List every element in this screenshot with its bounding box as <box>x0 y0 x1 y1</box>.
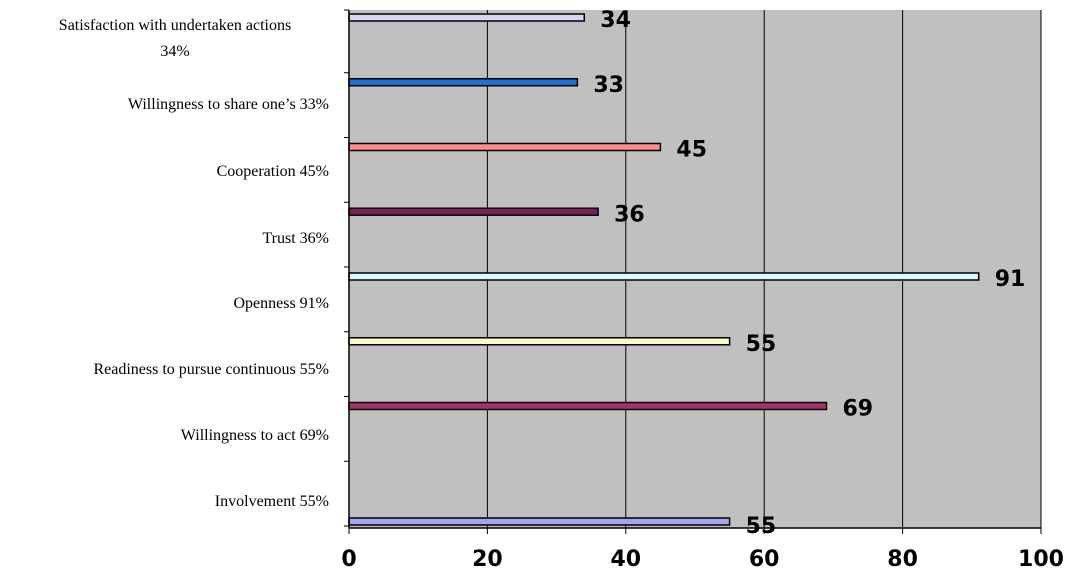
bar <box>348 401 828 411</box>
category-label: Satisfaction with undertaken actions 34% <box>59 17 291 60</box>
bar <box>348 13 586 22</box>
data-label: 34 <box>600 8 631 33</box>
data-label: 33 <box>593 73 624 98</box>
x-tick-label: 20 <box>472 547 503 572</box>
category-label: Openness 91% <box>233 295 329 312</box>
bar <box>348 517 731 526</box>
data-label: 91 <box>995 267 1026 292</box>
data-label: 36 <box>614 202 645 227</box>
data-label: 45 <box>676 138 707 163</box>
category-label-line: 34% <box>160 43 189 60</box>
data-labels: 34 33 45 36 91 55 69 55 <box>593 8 1025 539</box>
x-tick-label: 40 <box>610 547 641 572</box>
bar <box>348 272 980 281</box>
data-label: 69 <box>842 397 873 422</box>
bar <box>348 207 599 216</box>
x-tick-label: 80 <box>887 547 918 572</box>
category-label: Willingness to share one’s 33% <box>128 96 329 113</box>
plot-area <box>349 10 1041 528</box>
gridlines <box>486 10 1042 528</box>
category-label: Trust 36% <box>262 230 329 247</box>
bar <box>348 142 662 152</box>
x-axis: 0 20 40 60 80 100 <box>341 527 1064 572</box>
category-label-line: Satisfaction with undertaken actions <box>59 17 291 34</box>
category-labels: Satisfaction with undertaken actions 34% W… <box>59 17 329 510</box>
data-label: 55 <box>746 514 777 539</box>
category-label: Willingness to act 69% <box>181 427 329 444</box>
x-tick-label: 0 <box>341 547 356 572</box>
category-label: Cooperation 45% <box>217 163 329 180</box>
x-tick-label: 60 <box>749 547 780 572</box>
bar <box>348 337 731 346</box>
category-label: Readiness to pursue continuous 55% <box>93 361 329 378</box>
y-axis <box>344 9 350 528</box>
bar <box>348 78 579 87</box>
data-label: 55 <box>746 332 777 357</box>
category-label: Involvement 55% <box>215 493 329 510</box>
x-tick-label: 100 <box>1018 547 1064 572</box>
